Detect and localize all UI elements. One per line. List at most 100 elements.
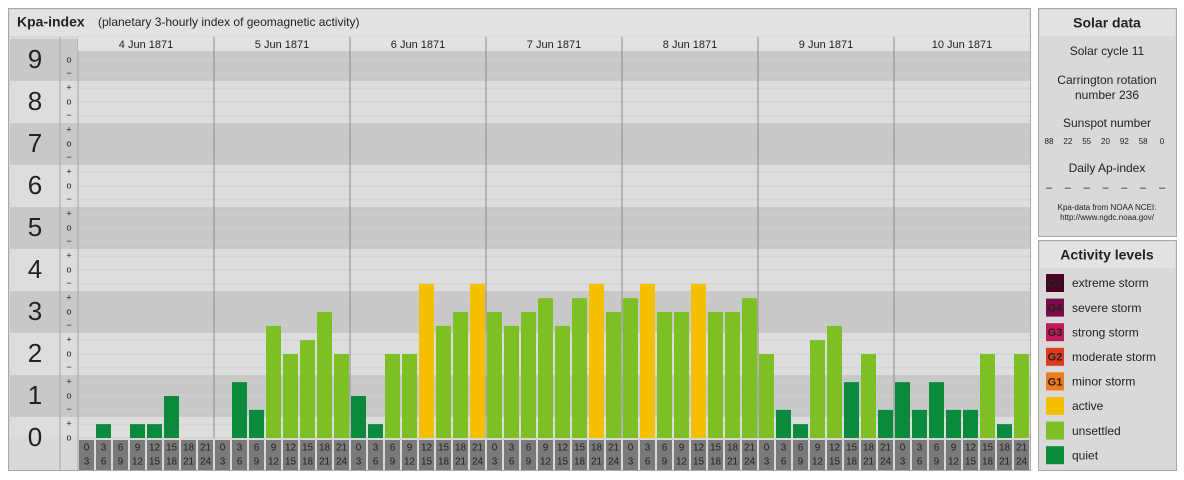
hour-label: 21: [744, 443, 756, 454]
bar: [555, 325, 570, 438]
hour-cell: [198, 440, 213, 470]
solar-values: 88 22 55 20 92 58 0– – – – – – –: [1045, 137, 1166, 194]
hour-cell: [895, 440, 910, 470]
hour-cell: [181, 440, 196, 470]
hour-cell: [708, 440, 723, 470]
hour-label: 9: [679, 443, 685, 454]
bar: [640, 283, 655, 438]
bar: [300, 340, 315, 438]
hour-label: 18: [302, 457, 314, 468]
bar: [504, 325, 519, 438]
minor-tick-label: o: [66, 180, 71, 190]
hour-cell: [1014, 440, 1029, 470]
solar-cycle: Solar cycle 11: [1070, 44, 1145, 58]
hour-label: 21: [999, 457, 1011, 468]
hour-label: 12: [948, 457, 960, 468]
bar: [963, 409, 978, 438]
hour-label: 15: [574, 443, 586, 454]
hour-cell: [283, 440, 298, 470]
hour-label: 0: [628, 443, 634, 454]
hour-label: 9: [271, 443, 277, 454]
hour-label: 18: [574, 457, 586, 468]
hour-cell: [504, 440, 519, 470]
bar: [861, 354, 876, 438]
level-label: severe storm: [1072, 301, 1141, 315]
hour-cell: [147, 440, 162, 470]
y-tick-label: 0: [28, 422, 42, 452]
y-tick-label: 4: [28, 254, 42, 284]
minor-tick-label: −: [66, 320, 71, 330]
hour-label: 21: [472, 443, 484, 454]
bar: [249, 409, 264, 438]
hour-label: 6: [662, 443, 668, 454]
hour-label: 9: [815, 443, 821, 454]
level-label: strong storm: [1072, 325, 1139, 339]
ap-value: –: [1102, 182, 1109, 194]
hour-label: 3: [492, 457, 498, 468]
sunspot-value: 92: [1120, 137, 1129, 146]
hour-label: 21: [1016, 443, 1028, 454]
y-tick-label: 3: [28, 296, 42, 326]
hour-cell: [317, 440, 332, 470]
hour-label: 24: [336, 457, 348, 468]
ap-value: –: [1140, 182, 1147, 194]
hour-label: 9: [407, 443, 413, 454]
hour-label: 12: [285, 443, 297, 454]
bar: [317, 312, 332, 438]
level-swatch: [1046, 421, 1064, 440]
minor-tick-label: +: [66, 293, 71, 303]
hour-label: 15: [710, 443, 722, 454]
level-label: active: [1072, 399, 1104, 413]
hour-label: 15: [982, 443, 994, 454]
level-swatch: [1046, 347, 1064, 366]
ap-value: –: [1084, 182, 1091, 194]
level-code: G4: [1048, 303, 1064, 315]
title-bar: [10, 10, 1029, 36]
hour-label: 0: [764, 443, 770, 454]
bar: [147, 424, 162, 438]
hour-cell: [929, 440, 944, 470]
minor-tick-label: +: [66, 209, 71, 219]
hour-cell: [742, 440, 757, 470]
hour-cell: [980, 440, 995, 470]
bar: [470, 283, 485, 438]
bar: [266, 325, 281, 438]
hour-label: 18: [846, 457, 858, 468]
hour-label: 18: [319, 443, 331, 454]
hour-cell: [657, 440, 672, 470]
hour-cell: [470, 440, 485, 470]
hour-label: 6: [237, 457, 243, 468]
hour-cell: [453, 440, 468, 470]
hour-label: 12: [149, 443, 161, 454]
bar: [521, 312, 536, 438]
hour-label: 21: [183, 457, 195, 468]
hour-cell: [249, 440, 264, 470]
hour-label: 3: [84, 457, 90, 468]
bar: [334, 354, 349, 438]
minor-tick-label: o: [66, 348, 71, 358]
hour-label: 3: [645, 443, 651, 454]
hour-label: 3: [900, 457, 906, 468]
hour-label: 3: [220, 457, 226, 468]
day-label: 4 Jun 1871: [119, 39, 173, 51]
bar: [742, 298, 757, 438]
bar: [980, 354, 995, 438]
minor-tick-label: −: [66, 278, 71, 288]
day-label: 8 Jun 1871: [663, 39, 717, 51]
day-label: 9 Jun 1871: [799, 39, 853, 51]
hour-label: 9: [934, 457, 940, 468]
hour-cell: [96, 440, 111, 470]
bar: [487, 312, 502, 438]
hour-label: 12: [965, 443, 977, 454]
hour-label: 18: [710, 457, 722, 468]
bar: [759, 354, 774, 438]
ap-value: –: [1065, 182, 1072, 194]
sunspot-value: 20: [1101, 137, 1110, 146]
hour-cell: [878, 440, 893, 470]
hour-label: 24: [744, 457, 756, 468]
hour-cell: [334, 440, 349, 470]
band: [10, 417, 1030, 438]
minor-tick-label: +: [66, 419, 71, 429]
bar: [708, 312, 723, 438]
solar-header: [1040, 10, 1175, 36]
